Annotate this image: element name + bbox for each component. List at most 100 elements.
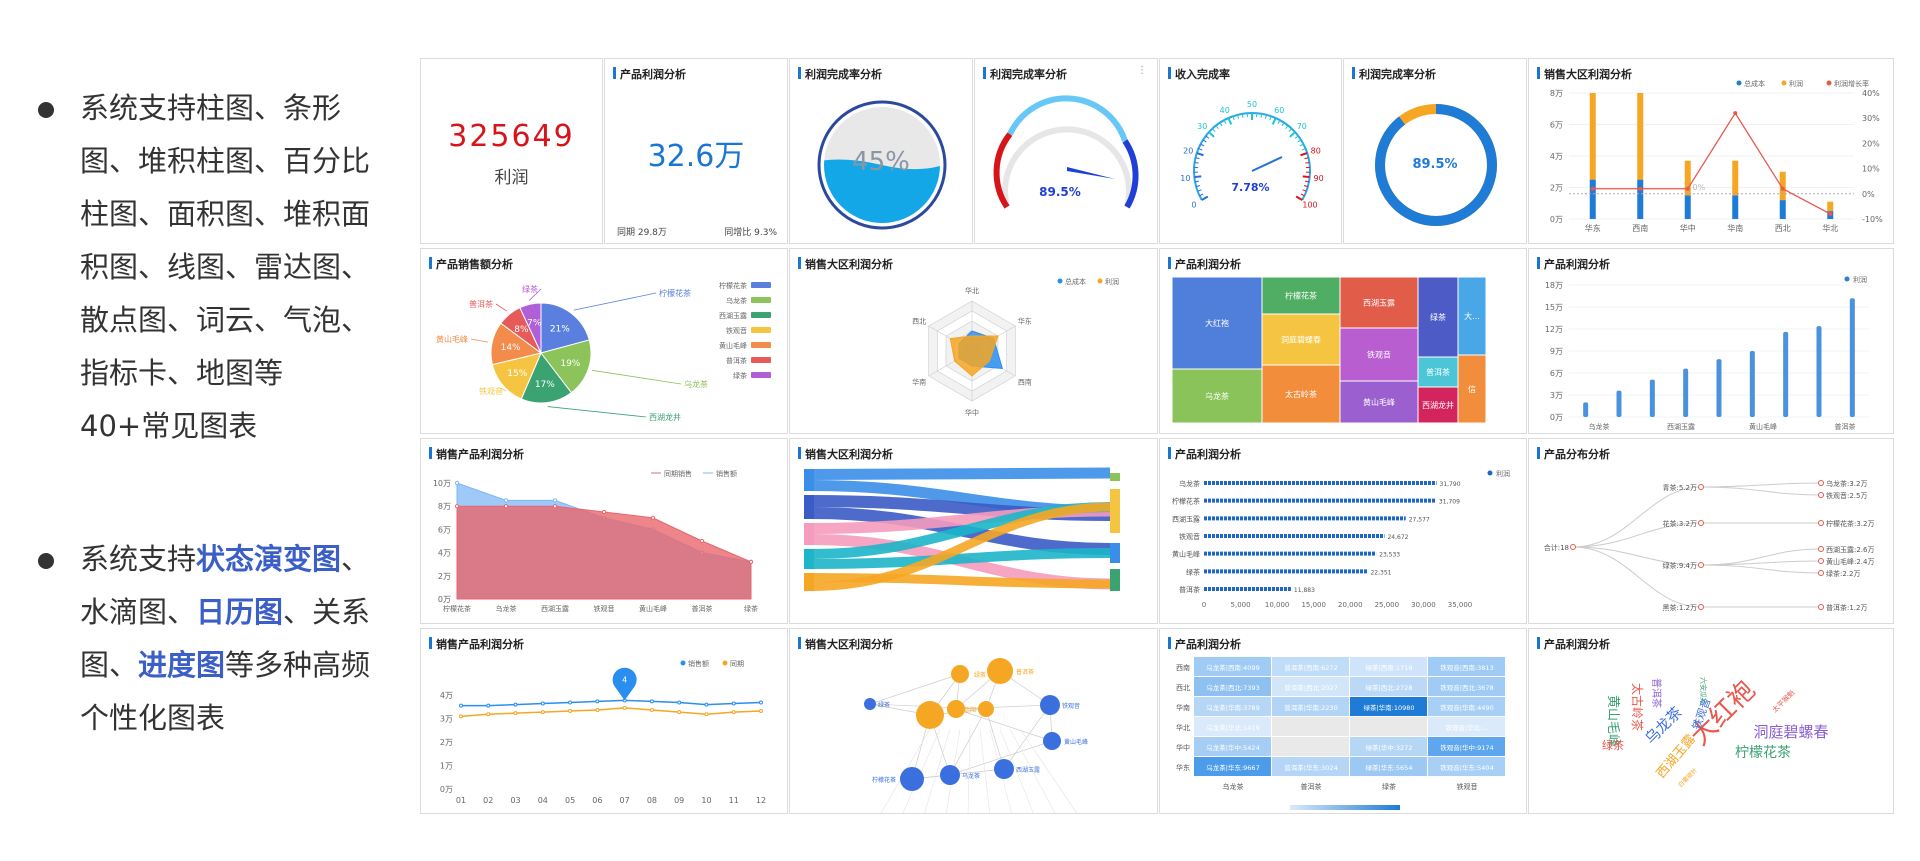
gauge-value: 7.78% [1231, 181, 1270, 194]
heat-cell-label: 铁观音|华北:... [1445, 723, 1488, 732]
slice-label: 17% [535, 380, 555, 390]
graph-edge [1009, 728, 1056, 813]
x-tick-label: 10 [701, 796, 711, 805]
heat-cell [1194, 737, 1271, 756]
area-series [456, 505, 752, 600]
legend-label: 普洱茶 [726, 356, 747, 365]
treemap-label: 黄山毛峰 [1363, 397, 1395, 407]
panel-title: 产品利润分析 [1537, 636, 1610, 652]
treemap-cell [1171, 368, 1263, 424]
heat-cell-label: 普洱茶|华南:2230 [1284, 703, 1337, 712]
graph-node [940, 765, 960, 785]
line-point [513, 702, 518, 707]
more-icon[interactable]: ⋮ [1137, 65, 1147, 76]
area-point [650, 515, 656, 520]
line-point [677, 710, 682, 715]
bar-profit [1779, 171, 1786, 201]
panel-title: 利润完成率分析 [1352, 66, 1436, 82]
gauge2-tick [1227, 117, 1233, 125]
y-tick-right: -10% [1862, 215, 1883, 224]
legend-label: 铁观音 [726, 326, 747, 335]
line-point [704, 712, 709, 717]
heat-cell-label: 普洱茶|西南:6272 [1284, 663, 1337, 672]
ring-value: 89.5% [1412, 157, 1458, 172]
pictorial-bar [1849, 298, 1855, 417]
heat-cell [1428, 737, 1505, 756]
tree-node-label: 绿茶:9.4万 [1663, 561, 1698, 570]
radar-axis-label: 华中 [965, 408, 979, 417]
graph-node-label: 绿茶 [974, 671, 986, 679]
outer-label: 柠檬花茶 [659, 288, 691, 298]
slice-label: 8% [514, 325, 529, 335]
graph-node [987, 658, 1013, 684]
heat-cell [1350, 657, 1427, 676]
graph-node [864, 698, 876, 710]
y-tick: 6万 [438, 525, 451, 534]
gauge2-minor-tick [1202, 139, 1207, 143]
graph-node-label: 乌龙茶 [962, 772, 980, 780]
radar-axis-label: 华东 [1018, 317, 1032, 326]
feature-list: 系统支持柱图、条形图、堆积柱图、百分比柱图、面积图、堆积面积图、线图、雷达图、散… [32, 82, 372, 745]
x-tick-label: 04 [538, 796, 548, 805]
leader-line [592, 369, 682, 385]
tree-leaf-node [1818, 546, 1824, 552]
heat-cell-label: 铁观音|华南:4490 [1440, 703, 1493, 712]
y-tick-right: 10% [1862, 165, 1880, 174]
x-tick-label: 西南 [1632, 223, 1648, 233]
y-tick-right: 0% [1862, 190, 1875, 199]
y-tick: 2万 [438, 572, 451, 581]
graph-node-label: 柠檬花茶 [872, 776, 896, 784]
bar-profit [1732, 160, 1739, 196]
x-tick: 20,000 [1338, 601, 1363, 609]
x-tick-label: 绿茶 [744, 604, 758, 613]
outer-label: 铁观音 [479, 386, 503, 396]
treemap-label: 大红袍 [1205, 318, 1229, 328]
legend-swatch [751, 372, 771, 378]
bar-profit [1637, 93, 1644, 180]
legend-label: 利润 [1853, 275, 1867, 284]
gauge2-minor-tick [1196, 185, 1201, 188]
gauge-panel-2: 收入完成率 0 10 20 30 40 50 60 70 80 90 100 7.78% [1159, 58, 1342, 244]
treemap-label: 大... [1464, 311, 1480, 321]
line-point [759, 700, 763, 705]
line-series [460, 707, 762, 718]
heat-cell-label: 乌龙茶|华北:1419 [1206, 723, 1259, 732]
x-tick-label: 黄山毛峰 [639, 604, 667, 613]
x-tick-label: 07 [620, 796, 630, 805]
gauge2-tick [1295, 195, 1303, 201]
slice-label: 21% [550, 324, 570, 334]
heat-cell-label: 乌龙茶|华中:5424 [1206, 743, 1259, 752]
x-tick: 0 [1202, 601, 1206, 609]
y-tick-label: 西湖玉露 [1172, 514, 1200, 523]
graph-edge [985, 708, 1005, 770]
leader-line [470, 338, 489, 343]
pie-slice [520, 352, 573, 404]
growth-line [1592, 111, 1831, 215]
line-point [459, 714, 463, 719]
legend-label: 西湖玉露 [719, 311, 747, 320]
heat-cell [1272, 697, 1349, 716]
line-point [731, 710, 736, 715]
tree-mid-node [1698, 562, 1704, 568]
x-tick-label: 西北 [1775, 224, 1791, 233]
gauge2-minor-tick [1300, 193, 1305, 197]
heat-cell [1428, 657, 1505, 676]
gauge2-tick-label: 10 [1180, 174, 1190, 183]
legend-label: 总成本 [1744, 79, 1765, 88]
panel-title: 利润完成率分析 [983, 66, 1067, 82]
line-point [622, 705, 627, 710]
gauge2-needle [1251, 156, 1283, 172]
slice-label: 15% [507, 369, 527, 379]
heat-cell [1194, 697, 1271, 716]
treemap-cell [1339, 276, 1419, 329]
bar-value-label: 22,351 [1370, 569, 1391, 576]
x-tick-label: 普洱茶 [692, 604, 713, 613]
sankey-source-node [804, 523, 814, 545]
pictorial-bar [1716, 359, 1722, 417]
bar-value-label: 11,883 [1294, 587, 1315, 594]
gauge2-minor-tick [1299, 143, 1304, 147]
treemap-label: 铁观音 [1367, 350, 1391, 360]
heat-cell-label: 普洱茶|华东:3024 [1284, 763, 1337, 772]
panel-title: 销售产品利润分析 [429, 636, 524, 652]
